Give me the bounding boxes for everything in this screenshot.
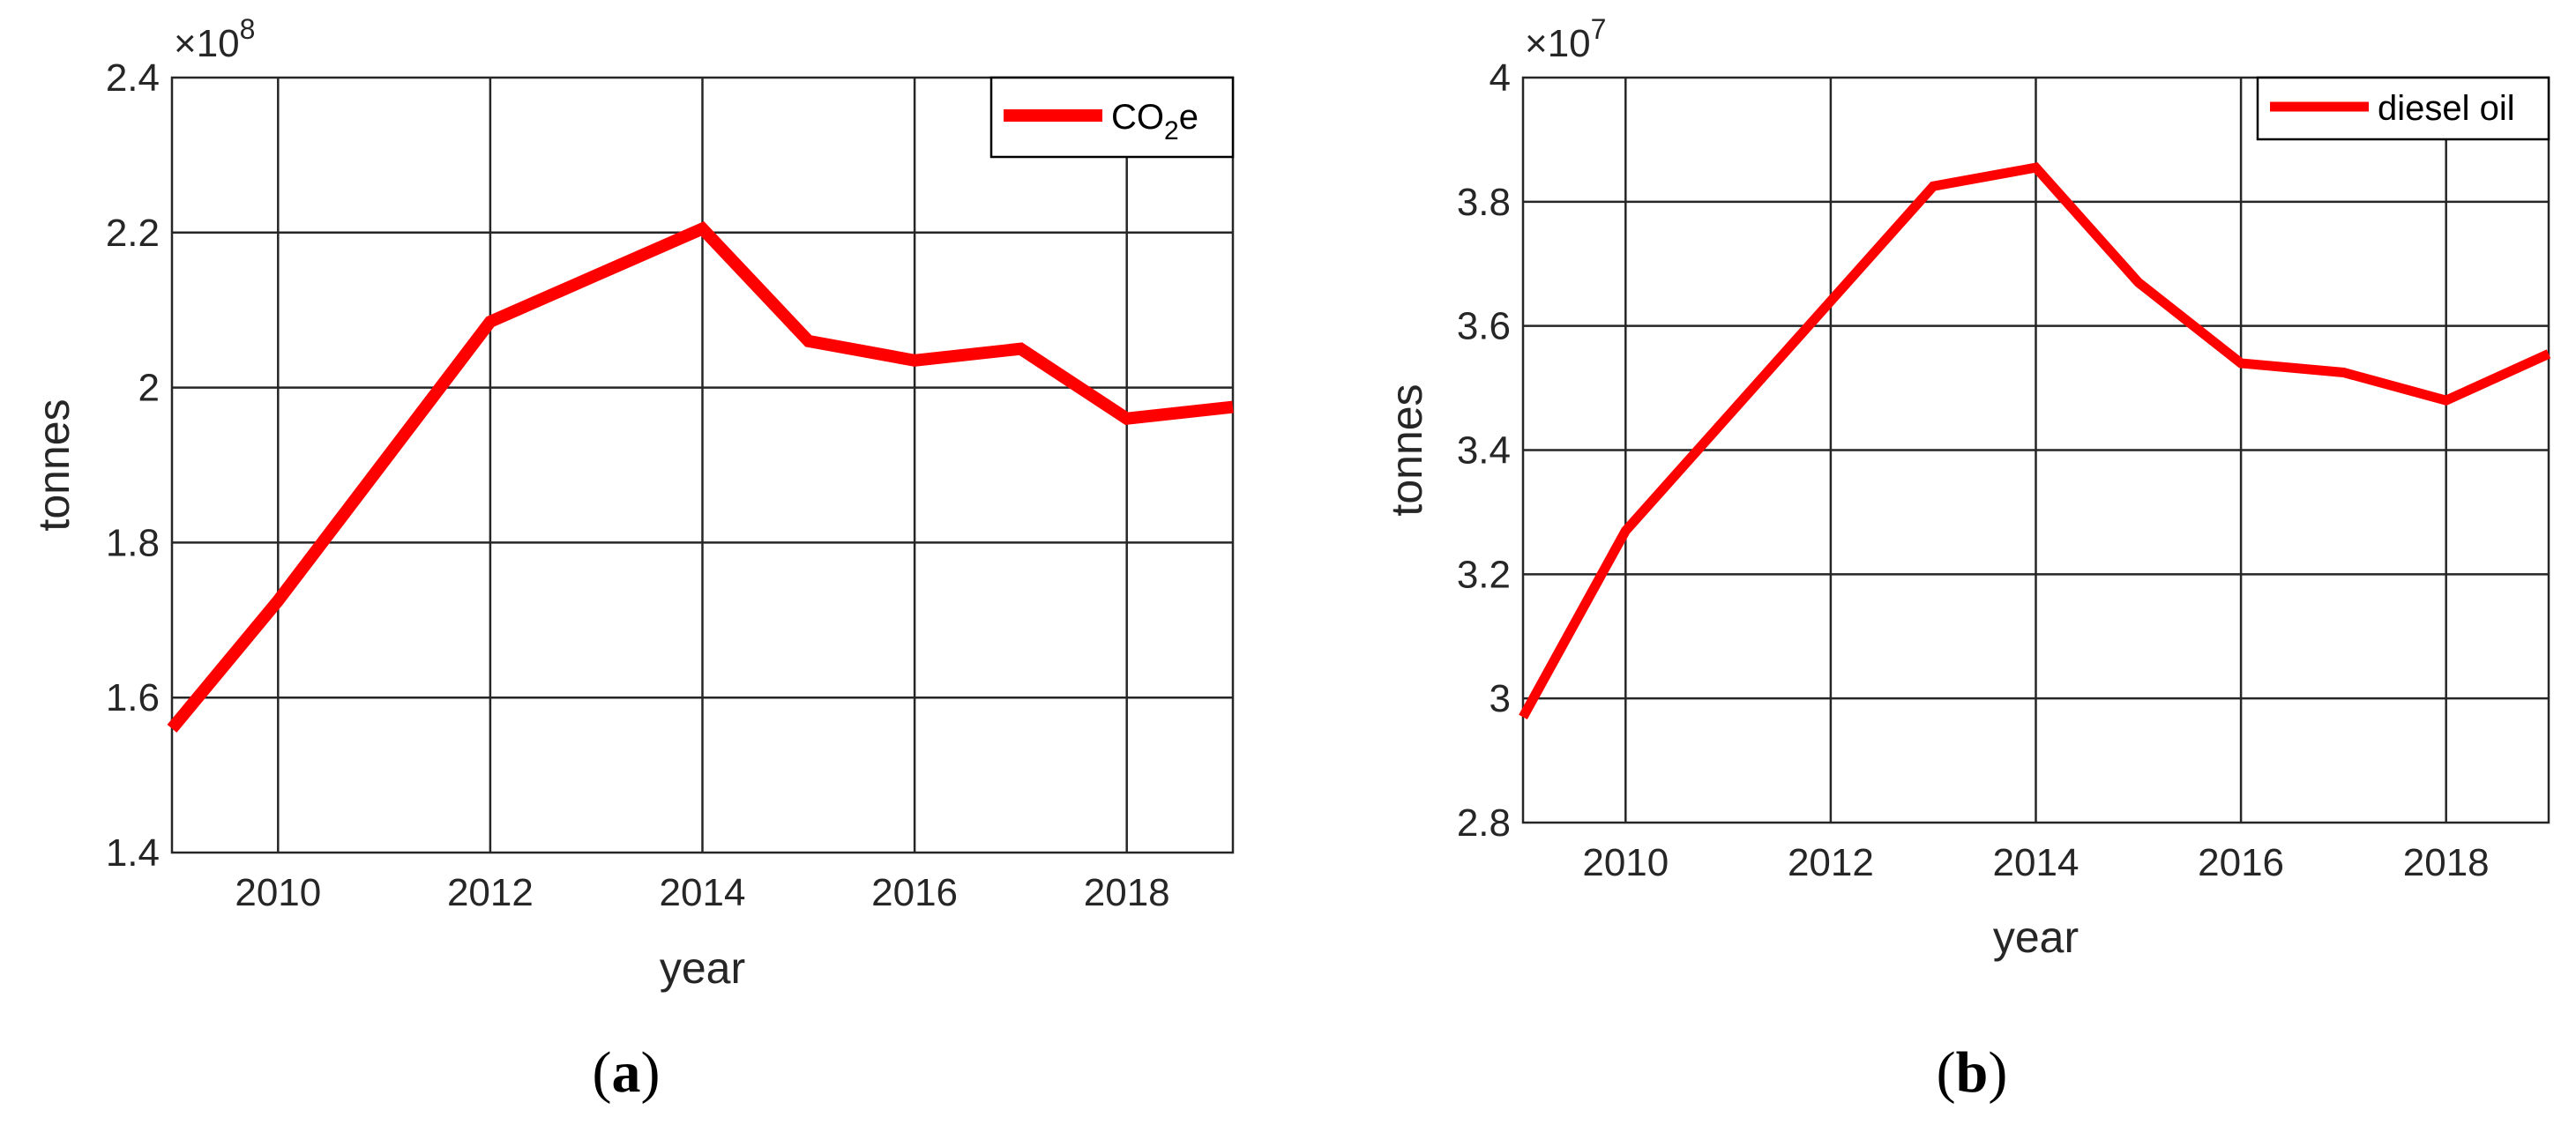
grid-lines — [172, 78, 1233, 853]
panel-label: (b) — [1937, 1040, 2008, 1105]
legend-label: diesel oil — [2378, 89, 2515, 128]
panel-label-open-paren: ( — [1937, 1040, 1956, 1105]
y-axis-label: tonnes — [29, 399, 78, 531]
x-tick-label: 2012 — [1788, 841, 1874, 884]
chart-panel-a: 2010 2012 2014 2016 2018 1.4 1.6 1.8 2 2.2 2.4 ×108… — [29, 13, 1235, 1105]
exponent-base: ×10 — [1525, 22, 1591, 65]
exponent-power: 8 — [240, 13, 256, 45]
legend-label-tail: e — [1179, 98, 1198, 137]
x-tick-label: 2018 — [2403, 841, 2490, 884]
legend: diesel oil — [2256, 76, 2550, 141]
x-tick-label: 2018 — [1084, 871, 1170, 914]
legend-label-base: CO — [1111, 98, 1164, 137]
axes-frame — [1521, 76, 2550, 824]
x-axis-label: year — [660, 943, 745, 993]
y-exponent-label: ×108 — [174, 13, 255, 65]
x-tick-label: 2010 — [235, 871, 321, 914]
y-tick-label: 1.8 — [106, 521, 160, 564]
x-tick-label: 2010 — [1582, 841, 1669, 884]
y-tick-label: 3.4 — [1457, 429, 1511, 473]
y-tick-label: 3.2 — [1457, 553, 1511, 596]
y-axis-label: tonnes — [1382, 384, 1431, 516]
x-tick-label: 2014 — [1993, 841, 2079, 884]
x-tick-label: 2012 — [447, 871, 534, 914]
legend: CO2e — [989, 76, 1235, 159]
x-tick-label: 2016 — [2198, 841, 2284, 884]
y-tick-label: 2 — [138, 367, 160, 410]
x-tick-label: 2014 — [660, 871, 746, 914]
y-tick-label: 1.4 — [106, 831, 160, 875]
panel-label-letter: b — [1956, 1040, 1989, 1105]
panel-label: (a) — [593, 1040, 661, 1105]
y-tick-label: 2.8 — [1457, 801, 1511, 845]
panel-label-close-paren: ) — [1988, 1040, 2007, 1105]
chart-panel-b: 2010 2012 2014 2016 2018 2.8 3 3.2 3.4 3.6 3.8 4 ×10… — [1382, 13, 2551, 1105]
series-points — [171, 228, 1234, 729]
y-tick-label: 3.8 — [1457, 181, 1511, 224]
y-tick-label: 2.2 — [106, 212, 160, 255]
y-exponent-label: ×107 — [1525, 13, 1606, 65]
legend-label: CO2e — [1111, 98, 1198, 145]
x-axis-label: year — [1993, 913, 2079, 962]
exponent-power: 7 — [1591, 13, 1607, 45]
axes-frame — [170, 76, 1235, 854]
y-tick-label: 3.6 — [1457, 305, 1511, 348]
grid-lines — [1523, 78, 2549, 823]
y-tick-label: 3 — [1490, 677, 1511, 720]
legend-label-subscript: 2 — [1164, 116, 1179, 145]
y-tick-label: 2.4 — [106, 56, 160, 100]
series-points — [1522, 168, 2550, 718]
x-tick-label: 2016 — [871, 871, 958, 914]
exponent-base: ×10 — [174, 22, 240, 65]
y-tick-label: 4 — [1490, 56, 1511, 100]
panel-label-close-paren: ) — [641, 1040, 661, 1105]
y-tick-label: 1.6 — [106, 676, 160, 719]
panel-label-letter: a — [612, 1040, 641, 1105]
panel-label-open-paren: ( — [593, 1040, 612, 1105]
